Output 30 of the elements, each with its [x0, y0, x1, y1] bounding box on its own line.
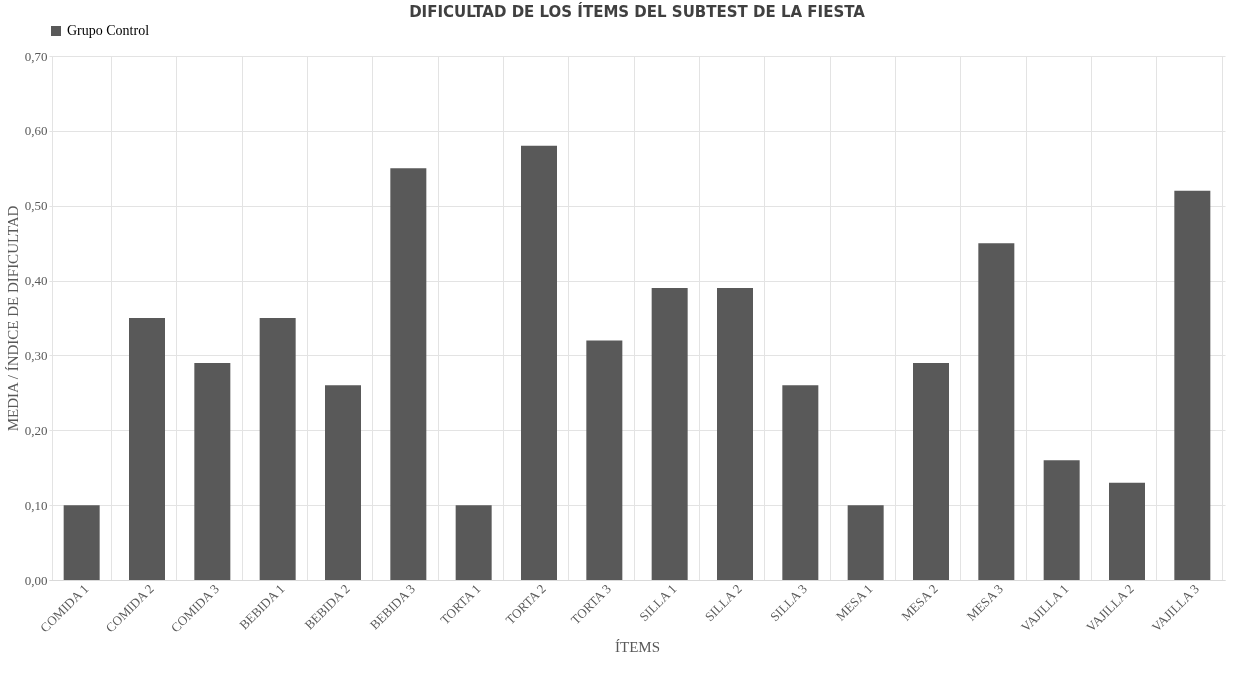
y-tick-label: 0,40 [24, 273, 48, 289]
bar [1174, 190, 1211, 580]
y-tick-label: 0,30 [24, 347, 48, 363]
bar [1043, 460, 1080, 580]
bar [390, 168, 427, 580]
bar [586, 340, 623, 580]
y-tick-label: 0,00 [24, 572, 48, 588]
y-tick-label: 0,60 [24, 123, 48, 139]
bar [521, 145, 557, 580]
legend-label: Grupo Control [67, 23, 150, 38]
bar [1109, 482, 1145, 580]
bar [194, 362, 231, 580]
y-tick-label: 0,50 [24, 198, 48, 214]
y-tick-label: 0,10 [24, 497, 48, 513]
bar [782, 385, 819, 580]
bar [913, 362, 949, 580]
bar [259, 318, 296, 580]
bar [847, 505, 884, 580]
y-axis-title: MEDIA / ÍNDICE DE DIFICULTAD [4, 205, 21, 432]
y-tick-label: 0,20 [24, 422, 48, 438]
bar [978, 243, 1015, 580]
chart-title: DIFICULTAD DE LOS ÍTEMS DEL SUBTEST DE LA FIESTA [409, 2, 866, 21]
bar [129, 318, 165, 580]
bar [325, 385, 361, 580]
x-axis-title: ÍTEMS [615, 638, 660, 655]
bar [651, 288, 688, 580]
y-tick-label: 0,70 [24, 48, 48, 64]
bar [455, 505, 492, 580]
bar [717, 288, 753, 580]
bar [63, 505, 100, 580]
